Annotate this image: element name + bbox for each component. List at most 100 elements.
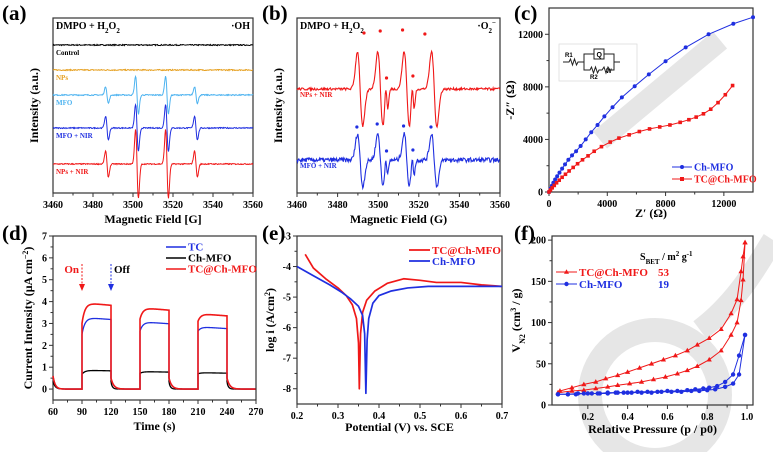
annotation-on: On (64, 264, 79, 276)
data-point (627, 133, 631, 137)
data-point (639, 390, 644, 395)
data-point (736, 353, 742, 358)
data-point (625, 390, 630, 395)
data-point (605, 384, 611, 389)
x-tick-label: 0.4 (621, 412, 634, 423)
data-point (595, 122, 600, 127)
x-tick-label: 3520 (163, 200, 183, 211)
y-axis-title: -Z″ (Ω) (503, 80, 517, 119)
data-point (550, 185, 555, 190)
peak-marker (362, 31, 366, 35)
legend-marker (680, 177, 684, 181)
data-point (701, 112, 706, 116)
watermark (578, 31, 773, 452)
series-line (557, 242, 746, 394)
inset-box (558, 43, 638, 82)
peak-marker (400, 28, 405, 32)
circuit-label: Q (597, 52, 603, 59)
circuit-label: R1 (565, 53, 573, 59)
y-axis-title: Intensity (a.u.) (27, 68, 41, 143)
data-point (555, 392, 561, 397)
data-point (683, 45, 688, 50)
data-point (649, 390, 654, 395)
peak-marker (384, 149, 389, 153)
data-point (569, 388, 575, 393)
data-point (552, 183, 557, 188)
data-point (697, 388, 702, 394)
x-tick-label: 1.0 (741, 412, 754, 423)
plot-frame (551, 235, 754, 406)
x-tick-label: 3500 (368, 200, 388, 211)
data-point (742, 332, 748, 338)
data-point (581, 381, 587, 387)
data-point (738, 268, 744, 274)
series-label: MFO + NIR (300, 162, 338, 170)
data-point (547, 190, 551, 194)
data-point (647, 127, 652, 131)
series-line-ch-mfo (296, 265, 502, 395)
data-point (665, 388, 670, 394)
data-point (662, 374, 669, 379)
series-line-nps-nir (296, 49, 501, 129)
annotation-radical: ·OH (231, 21, 250, 32)
data-point (648, 360, 655, 366)
series-line-ch-mfo (52, 369, 256, 390)
legend-marker (680, 165, 684, 169)
data-point (674, 370, 680, 376)
data-point (593, 385, 599, 391)
series-label: Control (56, 49, 79, 57)
data-point (740, 276, 746, 282)
data-point (638, 379, 645, 384)
x-tick-label: 0.2 (582, 412, 595, 423)
x-tick-label: 12000 (711, 199, 736, 210)
data-point (554, 181, 559, 185)
data-point (569, 384, 575, 390)
panel-d: 60 90 120 150 180 210 240 270 0 1 2 3 4 5 6 7 Time (s) Cu… (21, 232, 264, 434)
x-tick-label: 120 (104, 407, 119, 418)
data-point (578, 144, 583, 148)
x-tick-label: 3480 (83, 200, 103, 211)
series-line-tc (52, 317, 256, 390)
data-point (575, 391, 581, 396)
data-point (712, 387, 718, 392)
legend-label: Ch-MFO (579, 279, 623, 291)
data-point (706, 356, 712, 362)
legend-label: Ch-MFO (432, 256, 476, 268)
data-point (565, 392, 571, 397)
x-axis-title: Magnetic Field [G] (104, 212, 201, 226)
peak-marker (423, 32, 427, 36)
y-tick-label: -3 (283, 232, 291, 243)
y-axis-title: Current Intensity (μA cm−2) (21, 247, 36, 390)
data-point (592, 149, 596, 154)
series-line-mfo-nir (296, 132, 501, 191)
data-point (675, 388, 680, 394)
circuit-label: W (606, 69, 612, 75)
x-tick-label: 3500 (123, 200, 143, 211)
panel-label-b: (b) (262, 1, 288, 25)
data-point (722, 384, 728, 390)
data-point (694, 363, 700, 369)
x-tick-label: 90 (77, 407, 87, 418)
plot-frame (548, 7, 754, 193)
peak-marker (429, 125, 433, 129)
y-tick-label: 8000 (523, 82, 543, 93)
x-tick-label: 150 (133, 407, 148, 418)
y-axis-title: VN2 (cm3 / g) (509, 288, 527, 352)
data-point (714, 383, 720, 389)
data-point (615, 372, 621, 378)
series-label: MFO (56, 99, 73, 107)
series-line-mfo (52, 74, 254, 115)
y-tick-label: 2 (42, 341, 47, 352)
x-tick-label: 3520 (409, 200, 429, 211)
legend-marker (564, 281, 569, 287)
y-tick-label: 50 (536, 359, 546, 370)
legend-label: TC@Ch-MFO (432, 245, 501, 257)
x-tick-label: 0 (547, 199, 552, 210)
data-point (672, 352, 678, 358)
x-tick-label: 0.4 (373, 411, 386, 422)
data-point (722, 379, 728, 385)
annotation-radical: ·O2− (477, 19, 496, 35)
data-point (619, 95, 624, 100)
data-point (731, 21, 736, 26)
data-point (708, 107, 713, 111)
